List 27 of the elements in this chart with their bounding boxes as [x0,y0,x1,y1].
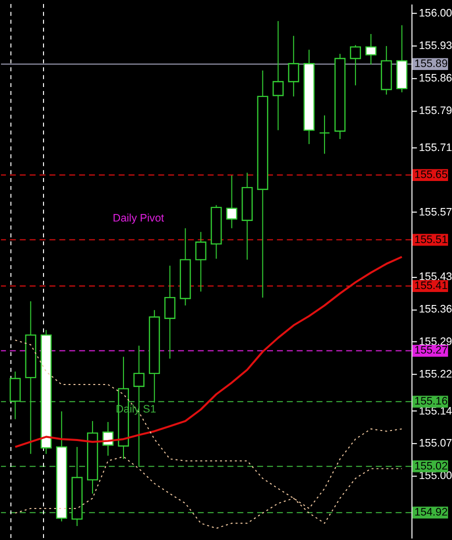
ref-line-label: 155.41 [414,280,448,292]
ref-line-label: 154.92 [414,506,448,519]
ref-line-label: 155.16 [414,396,448,408]
y-tick-label: 155.71 [418,142,452,154]
candlestick [288,35,300,97]
ref-line-label: 155.89 [414,58,448,70]
ref-line-label: 155.51 [414,234,448,246]
y-tick-label: 155.79 [418,104,452,117]
candlestick [226,175,238,229]
y-tick-label: 156.00 [418,8,452,20]
candlestick [195,231,206,292]
y-tick-label: 155.93 [418,40,452,52]
candlestick [365,34,376,66]
y-tick-label: 155.86 [418,72,452,84]
ref-line-label: 155.02 [414,460,448,472]
candlestick [10,371,21,420]
candlestick [318,114,330,154]
y-tick-label: 155.36 [418,304,452,316]
candlestick [164,265,176,360]
candlestick [350,44,362,86]
annotation: Daily Pivot [112,212,164,225]
ref-line-label: 155.65 [414,169,448,182]
y-tick-label: 155.07 [418,438,452,450]
y-tick-label: 155.22 [418,368,452,380]
ref-line-label: 155.27 [414,344,448,357]
y-tick-label: 155.57 [418,206,452,219]
candlestick [272,20,284,131]
